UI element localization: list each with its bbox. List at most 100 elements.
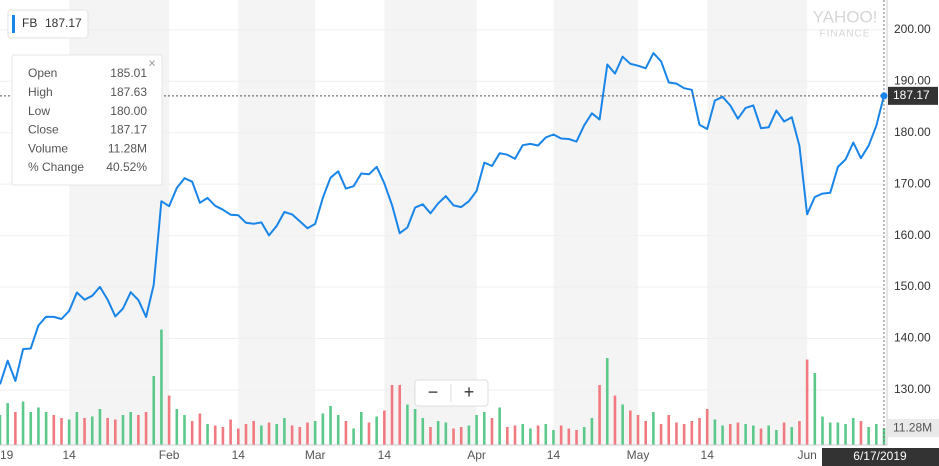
x-tick-label: Feb — [159, 448, 180, 462]
volume-bar — [705, 409, 709, 445]
volume-bar — [329, 406, 332, 445]
volume-bar — [98, 409, 102, 445]
volume-bar — [29, 412, 33, 445]
zoom-out[interactable]: − — [428, 382, 439, 402]
tooltip-label: Volume — [28, 141, 68, 155]
volume-bar — [652, 412, 655, 445]
symbol: FB — [22, 16, 37, 30]
volume-bar — [590, 418, 594, 445]
tooltip-label: Low — [28, 104, 50, 118]
volume-bar — [267, 422, 271, 445]
volume-bar — [498, 407, 501, 445]
volume-bar — [413, 409, 417, 445]
volume-bar — [114, 419, 117, 445]
volume-bar — [713, 419, 717, 445]
volume-bar — [44, 412, 48, 445]
volume-bar — [137, 415, 140, 445]
volume-bar — [359, 412, 363, 445]
y-tick-label: 150.00 — [894, 279, 931, 293]
x-tick-label: 14 — [547, 448, 561, 462]
volume-tag — [888, 419, 939, 438]
volume-bar — [675, 422, 678, 445]
plot — [0, 52, 886, 445]
volume-bar — [75, 412, 79, 445]
y-tick-label: 180.00 — [894, 125, 931, 139]
volume-bar — [851, 418, 855, 445]
volume-bar — [836, 422, 840, 445]
volume-bar — [367, 422, 371, 445]
band — [384, 0, 477, 445]
x-tick-label: Apr — [467, 448, 486, 462]
volume-bar — [805, 359, 809, 445]
volume-bar — [37, 407, 40, 445]
volume-bar — [236, 428, 240, 445]
volume-bar — [298, 427, 302, 445]
volume-bar — [436, 421, 440, 445]
volume-bar — [14, 412, 17, 445]
volume-bar — [475, 415, 478, 445]
volume-bar — [613, 395, 617, 445]
tooltip-close[interactable]: × — [148, 55, 156, 70]
volume-bar — [90, 416, 94, 445]
zoom-controls: − + — [414, 379, 489, 407]
volume-bar — [336, 415, 340, 445]
volume-bar — [875, 424, 878, 445]
volume-bar — [752, 425, 755, 445]
volume-bar — [306, 422, 309, 445]
volume-bar — [782, 422, 786, 445]
x-tick-label: 14 — [701, 448, 715, 462]
symbol-badge[interactable]: FB 187.17 — [7, 9, 89, 39]
volume-bar — [575, 430, 578, 445]
volume-bar — [867, 427, 870, 445]
volume-bar — [229, 419, 232, 445]
x-tick-label: 14 — [378, 448, 392, 462]
y-tick-label: 200.00 — [894, 22, 931, 36]
date-tag — [822, 448, 939, 466]
zoom-in[interactable]: + — [464, 382, 475, 402]
volume-bar — [629, 410, 632, 445]
band — [553, 0, 639, 445]
volume-bar — [198, 413, 202, 445]
volume-bar — [721, 425, 724, 445]
volume-bar — [383, 410, 386, 445]
band — [707, 0, 808, 445]
badge-color — [12, 15, 15, 33]
volume-bar — [744, 424, 747, 445]
volume-tick-label: 11.28M — [893, 420, 932, 434]
volume-bar — [482, 412, 486, 445]
volume-bar — [313, 421, 317, 445]
date-label: 6/17/2019 — [853, 449, 907, 463]
volume-bar — [821, 416, 824, 445]
tooltip-box — [11, 54, 163, 186]
tooltip-label: High — [28, 85, 53, 99]
volume-bar — [175, 409, 179, 445]
x-tick-label: Jun — [797, 448, 816, 462]
volume-bar — [459, 427, 463, 445]
volume-bar — [275, 424, 279, 445]
tooltip-value: 185.01 — [110, 66, 147, 80]
volume-bar — [352, 428, 355, 445]
volume-bar — [767, 425, 770, 445]
volume-bar — [152, 376, 156, 445]
volume-bar — [759, 428, 763, 445]
y-tick-label: 170.00 — [894, 176, 931, 190]
volume-bar — [390, 385, 394, 445]
volume-bar — [790, 427, 794, 445]
volume-bar — [521, 424, 525, 445]
volume-bar — [529, 428, 532, 445]
volume-bar — [467, 425, 471, 445]
last-point — [880, 92, 888, 100]
volume-bar — [682, 424, 686, 445]
volume-bar — [859, 421, 863, 445]
volume-bar — [605, 358, 609, 445]
volume-bar — [698, 418, 701, 445]
volume-bar — [429, 427, 432, 445]
volume-bar — [636, 415, 640, 445]
volume-bar — [260, 425, 263, 445]
volume-bar — [567, 428, 571, 445]
tooltip-label: % Change — [28, 160, 84, 174]
volume-bar — [167, 395, 171, 445]
tooltip-value: 187.63 — [110, 85, 147, 99]
volume-bar — [406, 404, 409, 445]
